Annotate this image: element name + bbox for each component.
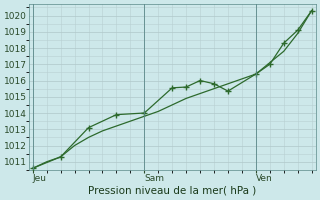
X-axis label: Pression niveau de la mer( hPa ): Pression niveau de la mer( hPa ) [88, 186, 256, 196]
